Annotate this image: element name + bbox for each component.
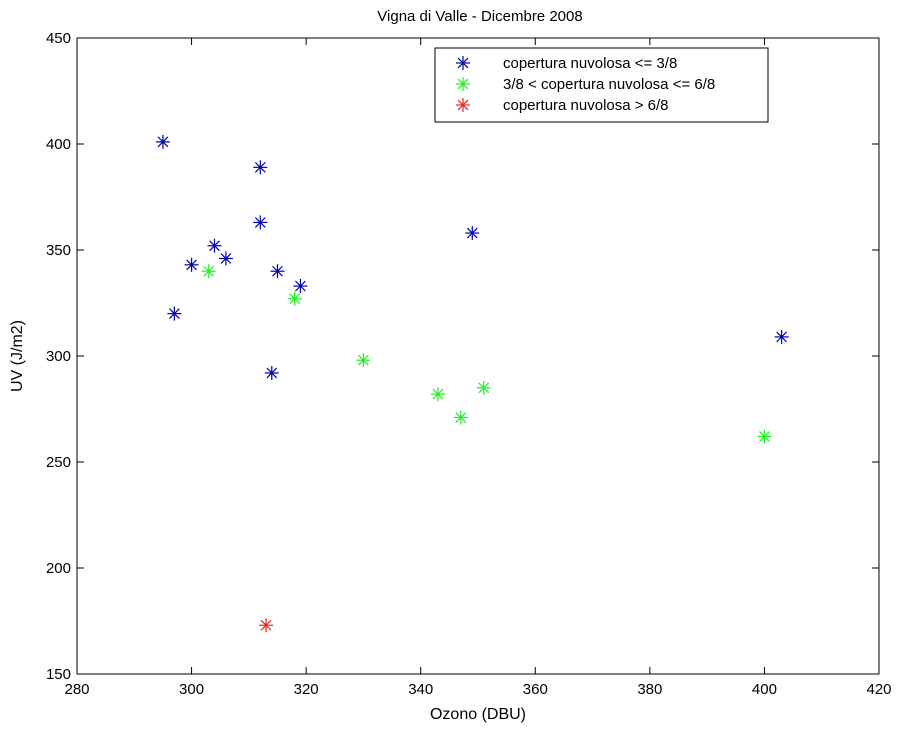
x-axis-label: Ozono (DBU): [430, 706, 526, 723]
data-point-series-2: [201, 264, 216, 279]
y-tick-label: 200: [46, 560, 71, 577]
x-tick-label: 300: [179, 681, 204, 698]
chart-title: Vigna di Valle - Dicembre 2008: [377, 8, 582, 25]
y-tick-label: 350: [46, 242, 71, 259]
x-axis-ticks: 280 300 320 340 360 380 400 420: [64, 38, 892, 698]
legend-marker-1: [456, 56, 470, 70]
data-point-series-2: [453, 410, 468, 425]
data-point-series-2: [430, 387, 445, 402]
data-point-series-1: [465, 226, 480, 241]
data-point-series-1: [218, 251, 233, 266]
y-axis-ticks: 150 200 250 300 350 400 450: [46, 30, 879, 683]
y-tick-label: 150: [46, 666, 71, 683]
x-tick-label: 280: [64, 681, 89, 698]
data-point-series-1: [167, 306, 182, 321]
y-tick-label: 400: [46, 136, 71, 153]
x-tick-label: 400: [752, 681, 777, 698]
y-tick-label: 300: [46, 348, 71, 365]
data-point-series-2: [356, 353, 371, 368]
data-point-series-1: [253, 215, 268, 230]
y-axis-label: UV (J/m2): [9, 320, 26, 392]
data-point-series-1: [155, 134, 170, 149]
data-point-series-2: [287, 291, 302, 306]
legend-label-1: copertura nuvolosa <= 3/8: [503, 55, 677, 72]
legend-marker-3: [456, 98, 470, 112]
plot-area: [76, 37, 880, 675]
y-tick-label: 450: [46, 30, 71, 47]
x-tick-label: 340: [408, 681, 433, 698]
data-point-series-1: [184, 257, 199, 272]
y-tick-label: 250: [46, 454, 71, 471]
data-point-series-2: [476, 380, 491, 395]
legend-box: [434, 47, 769, 123]
data-points: [155, 134, 789, 633]
legend-label-3: copertura nuvolosa > 6/8: [503, 97, 669, 114]
data-point-series-2: [757, 429, 772, 444]
data-point-series-1: [774, 329, 789, 344]
data-point-series-1: [293, 279, 308, 294]
legend-marker-2: [456, 77, 470, 91]
data-point-series-1: [253, 160, 268, 175]
x-tick-label: 320: [294, 681, 319, 698]
data-point-series-1: [270, 264, 285, 279]
legend-label-2: 3/8 < copertura nuvolosa <= 6/8: [503, 76, 715, 93]
x-tick-label: 380: [637, 681, 662, 698]
data-point-series-1: [207, 238, 222, 253]
x-tick-label: 420: [866, 681, 891, 698]
x-tick-label: 360: [523, 681, 548, 698]
data-point-series-3: [259, 618, 274, 633]
legend: copertura nuvolosa <= 3/8 3/8 < copertura…: [434, 47, 769, 123]
data-point-series-1: [264, 365, 279, 380]
